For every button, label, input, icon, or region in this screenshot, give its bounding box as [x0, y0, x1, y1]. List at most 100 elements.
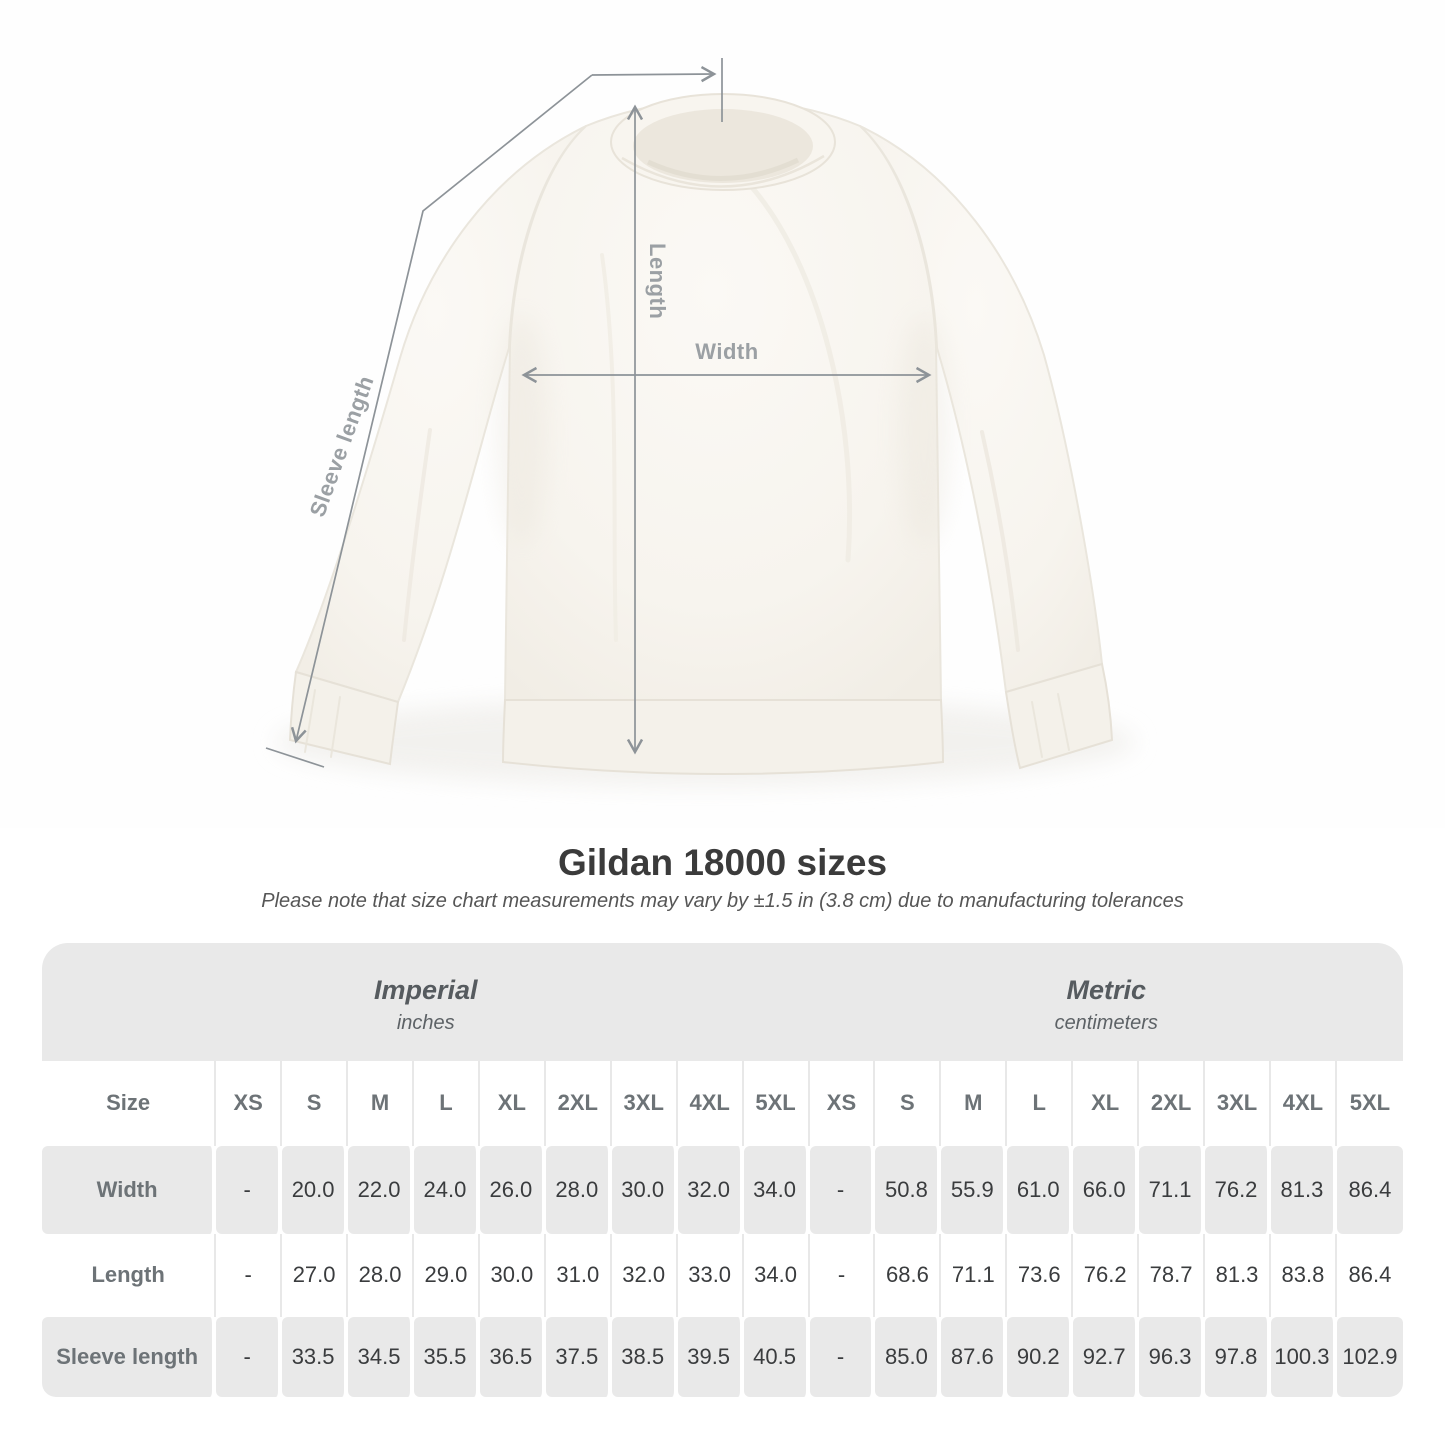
cell: 55.9: [941, 1145, 1008, 1234]
size-col-header: M: [348, 1060, 414, 1146]
size-col-header: 2XL: [546, 1060, 612, 1146]
row-label-width: Width: [42, 1145, 217, 1234]
tolerance-note: Please note that size chart measurements…: [261, 889, 1184, 912]
size-col-header: 4XL: [678, 1060, 744, 1146]
size-chart: Imperial inches Metric centimeters Size …: [42, 942, 1403, 1397]
fabric-creases: [304, 182, 1070, 758]
page-title: Gildan 18000 sizes: [557, 842, 888, 883]
size-col-header: XS: [216, 1060, 283, 1146]
cell: 32.0: [612, 1233, 678, 1317]
cell: 28.0: [348, 1233, 414, 1317]
cell: 81.3: [1270, 1145, 1337, 1234]
length-row: Length - 27.0 28.0 29.0 30.0 31.0 32.0 3…: [42, 1233, 1403, 1317]
cell: -: [810, 1233, 876, 1317]
cell: 35.5: [413, 1316, 480, 1397]
cell: 102.9: [1336, 1316, 1403, 1397]
underarm-shading-right: [898, 315, 950, 545]
cell: 26.0: [479, 1145, 546, 1234]
cell: 37.5: [545, 1316, 612, 1397]
cell: 61.0: [1007, 1145, 1074, 1234]
size-col-header: 4XL: [1271, 1060, 1337, 1146]
cell: 92.7: [1073, 1316, 1140, 1397]
size-col-header: XL: [1073, 1060, 1140, 1146]
cell: -: [216, 1316, 283, 1397]
size-col-header: XL: [480, 1060, 546, 1146]
width-row: Width - 20.0 22.0 24.0 26.0 28.0 30.0 32…: [42, 1145, 1403, 1234]
metric-group-header: Metric centimeters: [809, 942, 1403, 1061]
cell: 83.8: [1271, 1233, 1337, 1317]
cell: 30.0: [480, 1233, 546, 1317]
sweatshirt-left-cuff: [288, 670, 400, 766]
cell: 97.8: [1205, 1316, 1271, 1397]
cell: 90.2: [1007, 1316, 1074, 1397]
sleeve-length-arrow: [290, 74, 593, 744]
collar-extension-arrow: [591, 65, 717, 83]
cell: 96.3: [1139, 1316, 1206, 1397]
cell: 24.0: [413, 1145, 480, 1234]
cell: 81.3: [1205, 1233, 1271, 1317]
cell: 100.3: [1270, 1316, 1337, 1397]
cell: 22.0: [348, 1145, 414, 1234]
cell: 31.0: [546, 1233, 612, 1317]
cell: 30.0: [611, 1145, 678, 1234]
sweatshirt-right-cuff: [1004, 662, 1114, 770]
cell: 39.5: [677, 1316, 744, 1397]
cell: 71.1: [1139, 1145, 1206, 1234]
cell: 34.0: [743, 1145, 810, 1234]
size-col-header: L: [414, 1060, 480, 1146]
size-chart-table: Imperial inches Metric centimeters Size …: [42, 942, 1403, 1397]
cell: 32.0: [677, 1145, 744, 1234]
cell: 27.0: [282, 1233, 349, 1317]
size-col-header: 3XL: [612, 1060, 678, 1146]
sleeve-length-row: Sleeve length - 33.5 34.5 35.5 36.5 37.5…: [42, 1316, 1403, 1397]
imperial-group-unit: inches: [396, 1011, 455, 1034]
cell: 33.0: [678, 1233, 744, 1317]
cell: -: [809, 1145, 876, 1234]
size-col-header: 5XL: [1349, 1090, 1391, 1116]
width-dimension-label: Width: [695, 339, 759, 364]
cell: 87.6: [941, 1316, 1008, 1397]
row-label-length: Length: [42, 1233, 217, 1317]
cell: 68.6: [875, 1233, 942, 1317]
cell: 86.4: [1348, 1262, 1392, 1288]
cell: 33.5: [282, 1316, 349, 1397]
cell: 71.1: [941, 1233, 1008, 1317]
cell: -: [809, 1316, 876, 1397]
cell: 34.5: [348, 1316, 414, 1397]
cell: 36.5: [479, 1316, 546, 1397]
cell: 86.4: [1336, 1145, 1403, 1234]
size-col-header: S: [875, 1060, 942, 1146]
size-col-header: M: [941, 1060, 1008, 1146]
imperial-group-header: Imperial inches: [42, 942, 810, 1061]
dimension-lines: [265, 58, 932, 768]
length-dimension-label: Length: [645, 243, 670, 320]
product-measurement-figure: Length Width Sleeve length: [265, 58, 1135, 786]
cell: 38.5: [611, 1316, 678, 1397]
metric-group-title: Metric: [1066, 975, 1147, 1006]
sleeve-end-tick: [265, 747, 325, 768]
cell: -: [216, 1145, 283, 1234]
cell: 76.2: [1073, 1233, 1140, 1317]
cell: 85.0: [875, 1316, 942, 1397]
cell: 28.0: [545, 1145, 612, 1234]
size-col-header: XS: [810, 1060, 876, 1146]
cell: 20.0: [282, 1145, 349, 1234]
metric-group-unit: centimeters: [1054, 1011, 1158, 1034]
imperial-group-title: Imperial: [373, 975, 478, 1006]
cell: 78.7: [1139, 1233, 1206, 1317]
cell: 29.0: [414, 1233, 480, 1317]
cell: 34.0: [744, 1233, 810, 1317]
sweatshirt-hem: [501, 699, 945, 775]
cell: 66.0: [1073, 1145, 1140, 1234]
size-col-header: S: [282, 1060, 349, 1146]
row-label-size: Size: [42, 1060, 217, 1146]
row-label-sleeve-length: Sleeve length: [42, 1316, 217, 1397]
cell: 50.8: [875, 1145, 942, 1234]
underarm-shading-left: [496, 315, 548, 545]
cell: 73.6: [1007, 1233, 1074, 1317]
size-col-header: 3XL: [1205, 1060, 1271, 1146]
cell: 76.2: [1205, 1145, 1271, 1234]
size-header-row: Size XS S M L XL 2XL 3XL 4XL 5XL XS S M …: [42, 1060, 1403, 1146]
sweatshirt-collar: [610, 93, 836, 191]
sweatshirt-diagram: [265, 58, 1135, 786]
